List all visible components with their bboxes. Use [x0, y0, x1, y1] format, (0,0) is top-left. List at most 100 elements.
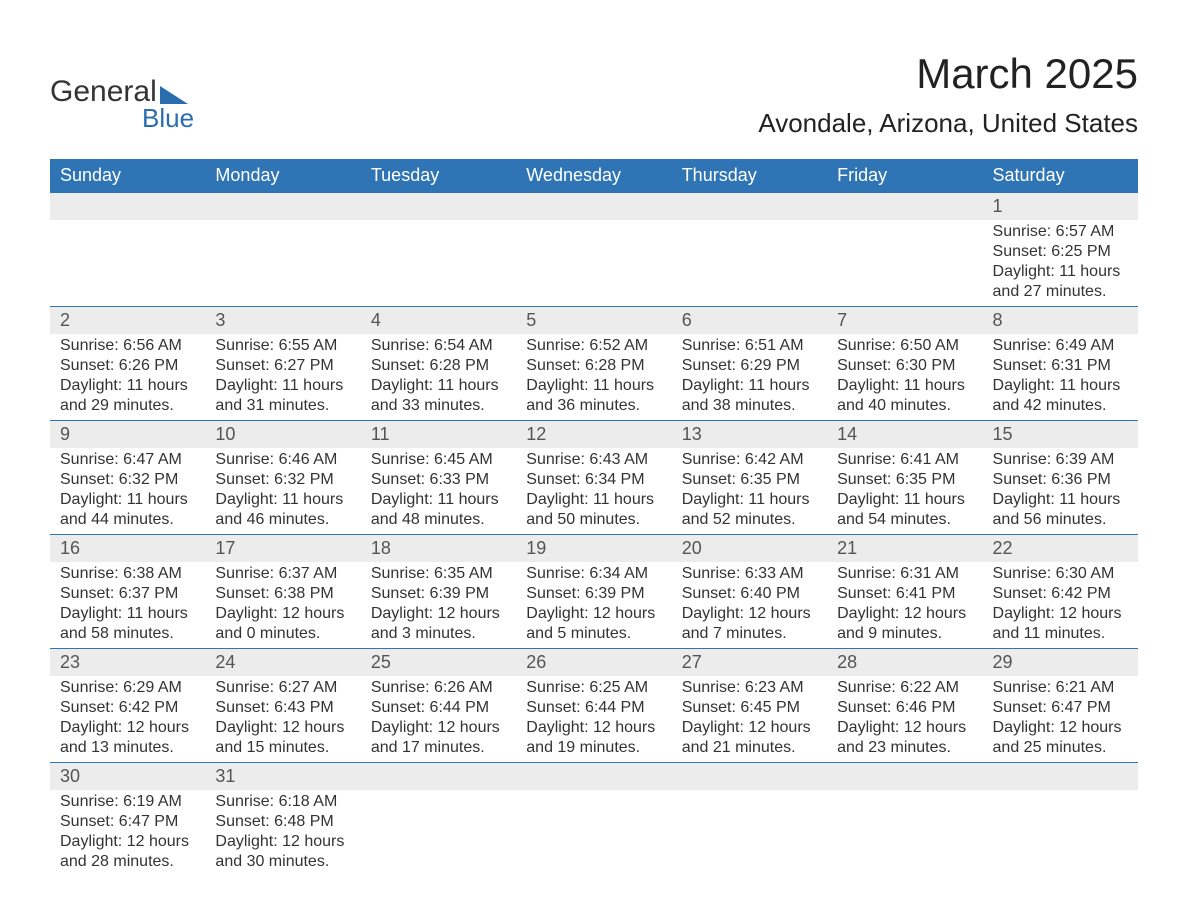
day-detail: Sunrise: 6:42 AMSunset: 6:35 PMDaylight:…	[672, 448, 827, 534]
detail-cell: Sunrise: 6:23 AMSunset: 6:45 PMDaylight:…	[672, 676, 827, 763]
sunrise-text: Sunrise: 6:50 AM	[837, 336, 972, 356]
day-cell: 21	[827, 535, 982, 563]
month-title: March 2025	[758, 50, 1138, 98]
daylight-text-1: Daylight: 11 hours	[993, 376, 1128, 396]
sunset-text: Sunset: 6:35 PM	[837, 470, 972, 490]
daylight-text-1: Daylight: 12 hours	[215, 832, 350, 852]
daylight-text-2: and 50 minutes.	[526, 510, 661, 530]
day-cell: 15	[983, 421, 1138, 449]
day-detail: Sunrise: 6:33 AMSunset: 6:40 PMDaylight:…	[672, 562, 827, 648]
detail-cell: Sunrise: 6:54 AMSunset: 6:28 PMDaylight:…	[361, 334, 516, 421]
weekday-header-row: Sunday Monday Tuesday Wednesday Thursday…	[50, 159, 1138, 193]
day-number	[827, 193, 982, 199]
day-cell	[516, 763, 671, 791]
day-number: 6	[672, 307, 827, 334]
detail-cell	[516, 790, 671, 876]
detail-cell: Sunrise: 6:39 AMSunset: 6:36 PMDaylight:…	[983, 448, 1138, 535]
sunset-text: Sunset: 6:41 PM	[837, 584, 972, 604]
day-cell: 10	[205, 421, 360, 449]
day-detail: Sunrise: 6:50 AMSunset: 6:30 PMDaylight:…	[827, 334, 982, 420]
header: General Blue March 2025 Avondale, Arizon…	[50, 50, 1138, 151]
daylight-text-1: Daylight: 11 hours	[215, 490, 350, 510]
day-number: 19	[516, 535, 671, 562]
daylight-text-2: and 56 minutes.	[993, 510, 1128, 530]
sunset-text: Sunset: 6:40 PM	[682, 584, 817, 604]
daylight-text-1: Daylight: 11 hours	[682, 376, 817, 396]
sunset-text: Sunset: 6:27 PM	[215, 356, 350, 376]
day-detail: Sunrise: 6:54 AMSunset: 6:28 PMDaylight:…	[361, 334, 516, 420]
detail-cell: Sunrise: 6:22 AMSunset: 6:46 PMDaylight:…	[827, 676, 982, 763]
sunrise-text: Sunrise: 6:33 AM	[682, 564, 817, 584]
day-number: 15	[983, 421, 1138, 448]
daynum-row: 2345678	[50, 307, 1138, 335]
detail-cell: Sunrise: 6:52 AMSunset: 6:28 PMDaylight:…	[516, 334, 671, 421]
day-number: 20	[672, 535, 827, 562]
day-cell: 14	[827, 421, 982, 449]
day-number: 18	[361, 535, 516, 562]
day-number: 1	[983, 193, 1138, 220]
day-detail: Sunrise: 6:56 AMSunset: 6:26 PMDaylight:…	[50, 334, 205, 420]
day-number	[361, 193, 516, 199]
day-number	[983, 763, 1138, 769]
detail-cell	[50, 220, 205, 307]
day-cell: 11	[361, 421, 516, 449]
detail-cell: Sunrise: 6:27 AMSunset: 6:43 PMDaylight:…	[205, 676, 360, 763]
day-detail: Sunrise: 6:45 AMSunset: 6:33 PMDaylight:…	[361, 448, 516, 534]
sunrise-text: Sunrise: 6:52 AM	[526, 336, 661, 356]
daylight-text-2: and 36 minutes.	[526, 396, 661, 416]
daylight-text-2: and 44 minutes.	[60, 510, 195, 530]
sunset-text: Sunset: 6:29 PM	[682, 356, 817, 376]
day-cell: 29	[983, 649, 1138, 677]
daylight-text-1: Daylight: 11 hours	[837, 376, 972, 396]
daynum-row: 1	[50, 193, 1138, 221]
day-number: 12	[516, 421, 671, 448]
detail-cell: Sunrise: 6:51 AMSunset: 6:29 PMDaylight:…	[672, 334, 827, 421]
daylight-text-2: and 5 minutes.	[526, 624, 661, 644]
sunrise-text: Sunrise: 6:55 AM	[215, 336, 350, 356]
daylight-text-1: Daylight: 11 hours	[60, 490, 195, 510]
daylight-text-2: and 23 minutes.	[837, 738, 972, 758]
day-cell: 24	[205, 649, 360, 677]
day-number: 2	[50, 307, 205, 334]
sunset-text: Sunset: 6:47 PM	[60, 812, 195, 832]
sunrise-text: Sunrise: 6:42 AM	[682, 450, 817, 470]
sunset-text: Sunset: 6:48 PM	[215, 812, 350, 832]
daylight-text-1: Daylight: 11 hours	[371, 490, 506, 510]
daylight-text-2: and 58 minutes.	[60, 624, 195, 644]
sunrise-text: Sunrise: 6:31 AM	[837, 564, 972, 584]
sunrise-text: Sunrise: 6:22 AM	[837, 678, 972, 698]
day-number: 27	[672, 649, 827, 676]
day-detail: Sunrise: 6:30 AMSunset: 6:42 PMDaylight:…	[983, 562, 1138, 648]
day-cell	[672, 763, 827, 791]
sunrise-text: Sunrise: 6:57 AM	[993, 222, 1128, 242]
daylight-text-1: Daylight: 11 hours	[837, 490, 972, 510]
detail-row: Sunrise: 6:38 AMSunset: 6:37 PMDaylight:…	[50, 562, 1138, 649]
day-detail: Sunrise: 6:21 AMSunset: 6:47 PMDaylight:…	[983, 676, 1138, 762]
detail-cell: Sunrise: 6:50 AMSunset: 6:30 PMDaylight:…	[827, 334, 982, 421]
sunset-text: Sunset: 6:28 PM	[371, 356, 506, 376]
day-cell: 17	[205, 535, 360, 563]
day-detail: Sunrise: 6:26 AMSunset: 6:44 PMDaylight:…	[361, 676, 516, 762]
sunset-text: Sunset: 6:39 PM	[526, 584, 661, 604]
sunrise-text: Sunrise: 6:19 AM	[60, 792, 195, 812]
sunrise-text: Sunrise: 6:35 AM	[371, 564, 506, 584]
sunset-text: Sunset: 6:46 PM	[837, 698, 972, 718]
day-detail	[50, 220, 205, 226]
daylight-text-2: and 15 minutes.	[215, 738, 350, 758]
weekday-header: Thursday	[672, 159, 827, 193]
day-detail: Sunrise: 6:41 AMSunset: 6:35 PMDaylight:…	[827, 448, 982, 534]
logo-text-bottom: Blue	[142, 103, 194, 134]
sunrise-text: Sunrise: 6:21 AM	[993, 678, 1128, 698]
detail-cell: Sunrise: 6:29 AMSunset: 6:42 PMDaylight:…	[50, 676, 205, 763]
day-number	[516, 763, 671, 769]
day-cell	[50, 193, 205, 221]
detail-cell: Sunrise: 6:42 AMSunset: 6:35 PMDaylight:…	[672, 448, 827, 535]
daylight-text-2: and 3 minutes.	[371, 624, 506, 644]
detail-row: Sunrise: 6:19 AMSunset: 6:47 PM Daylight:…	[50, 790, 1138, 876]
day-cell: 3	[205, 307, 360, 335]
daylight-text-2: and 30 minutes.	[215, 852, 350, 872]
sunset-text: Sunset: 6:34 PM	[526, 470, 661, 490]
day-detail: Sunrise: 6:55 AMSunset: 6:27 PMDaylight:…	[205, 334, 360, 420]
sunrise-text: Sunrise: 6:51 AM	[682, 336, 817, 356]
day-detail: Sunrise: 6:43 AMSunset: 6:34 PMDaylight:…	[516, 448, 671, 534]
